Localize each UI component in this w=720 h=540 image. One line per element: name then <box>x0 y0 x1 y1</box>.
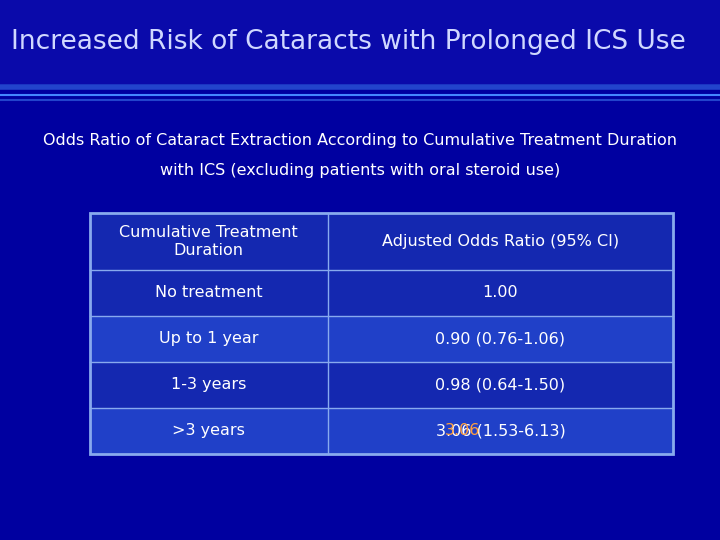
Text: 0.98 (0.64-1.50): 0.98 (0.64-1.50) <box>436 377 565 392</box>
Bar <box>90 362 673 408</box>
Text: 1-3 years: 1-3 years <box>171 377 246 392</box>
Bar <box>90 213 673 270</box>
Text: Cumulative Treatment
Duration: Cumulative Treatment Duration <box>120 226 298 258</box>
Bar <box>90 270 673 316</box>
Text: No treatment: No treatment <box>155 286 263 300</box>
Text: Increased Risk of Cataracts with Prolonged ICS Use: Increased Risk of Cataracts with Prolong… <box>11 29 685 55</box>
Text: with ICS (excluding patients with oral steroid use): with ICS (excluding patients with oral s… <box>160 163 560 178</box>
Text: 3.06 (1.53-6.13): 3.06 (1.53-6.13) <box>436 423 565 438</box>
Bar <box>90 408 673 454</box>
Text: Up to 1 year: Up to 1 year <box>159 332 258 346</box>
Bar <box>90 316 673 362</box>
Bar <box>90 213 673 454</box>
Text: 0.90 (0.76-1.06): 0.90 (0.76-1.06) <box>436 332 565 346</box>
Bar <box>0 0 720 84</box>
Text: 1.00: 1.00 <box>482 286 518 300</box>
Text: Adjusted Odds Ratio (95% CI): Adjusted Odds Ratio (95% CI) <box>382 234 619 249</box>
Text: 3.06: 3.06 <box>445 423 480 438</box>
Text: Odds Ratio of Cataract Extraction According to Cumulative Treatment Duration: Odds Ratio of Cataract Extraction Accord… <box>43 133 677 148</box>
Text: >3 years: >3 years <box>172 423 246 438</box>
